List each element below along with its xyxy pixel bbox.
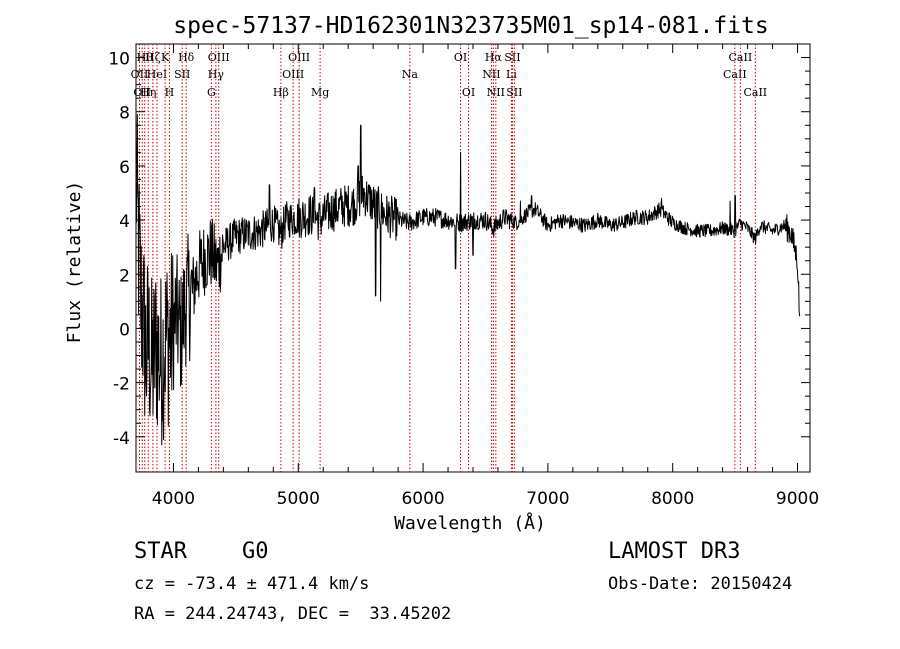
y-axis-label: Flux (relative) xyxy=(64,181,85,344)
line-marker-label: Mg xyxy=(311,86,329,99)
line-marker-label: SII xyxy=(174,68,190,81)
y-tick-label: 6 xyxy=(119,158,130,178)
x-tick-label: 4000 xyxy=(152,489,195,509)
y-tick-label: 8 xyxy=(119,104,130,124)
object-class: STAR xyxy=(134,539,187,564)
plot-frame xyxy=(135,43,811,473)
y-tick-label: 10 xyxy=(108,50,130,70)
line-marker-label: Hζ xyxy=(145,51,161,64)
y-tick-label: -2 xyxy=(113,375,130,395)
line-marker-label: Hη xyxy=(140,86,156,99)
y-tick-label: 2 xyxy=(119,266,130,286)
line-marker-label: OIII xyxy=(208,51,230,64)
line-marker-label: OI xyxy=(454,51,467,64)
line-marker-label: OIII xyxy=(282,68,304,81)
line-marker-label: Hγ xyxy=(208,68,225,81)
line-marker-label: Hδ xyxy=(178,51,195,64)
line-marker-label: HeI xyxy=(147,68,167,81)
line-marker-label: Hβ xyxy=(273,86,289,99)
line-marker-label: SII xyxy=(506,86,522,99)
line-marker-label: OI xyxy=(462,86,475,99)
line-marker-label: SII xyxy=(504,51,520,64)
x-tick-label: 6000 xyxy=(401,489,444,509)
spectrum-line xyxy=(135,113,801,446)
line-marker-label: Hα xyxy=(485,51,503,64)
line-marker-label: G xyxy=(207,86,216,99)
x-tick-label: 9000 xyxy=(776,489,819,509)
coordinates-text: RA = 244.24743, DEC = 33.45202 xyxy=(134,604,452,624)
line-marker-label: CaII xyxy=(723,68,747,81)
survey-label: LAMOST DR3 xyxy=(608,539,741,564)
x-tick-label: 7000 xyxy=(526,489,569,509)
x-tick-label: 8000 xyxy=(651,489,694,509)
line-marker-label: CaII xyxy=(743,86,767,99)
x-axis-label: Wavelength (Å) xyxy=(394,512,546,534)
line-marker-label: OII xyxy=(131,68,149,81)
line-marker-label: Li xyxy=(506,68,517,81)
line-marker-label: Na xyxy=(402,68,419,81)
obs-date-text: Obs-Date: 20150424 xyxy=(608,574,793,594)
line-marker-label: NII xyxy=(482,68,500,81)
line-marker-label: CaII xyxy=(729,51,753,64)
y-tick-label: -4 xyxy=(113,429,130,449)
y-tick-label: 4 xyxy=(119,212,130,232)
object-subclass: G0 xyxy=(242,539,269,564)
redshift-text: cz = -73.4 ± 471.4 km/s xyxy=(134,574,370,594)
chart-title: spec-57137-HD162301N323735M01_sp14-081.f… xyxy=(173,13,768,39)
y-tick-label: 0 xyxy=(119,320,130,340)
line-marker-label: OIII xyxy=(288,51,310,64)
x-tick-label: 5000 xyxy=(277,489,320,509)
line-marker-label: K xyxy=(161,51,170,64)
line-marker-label: OII xyxy=(133,86,151,99)
line-marker-label: NII xyxy=(487,86,505,99)
line-marker-label: H xyxy=(165,86,175,99)
